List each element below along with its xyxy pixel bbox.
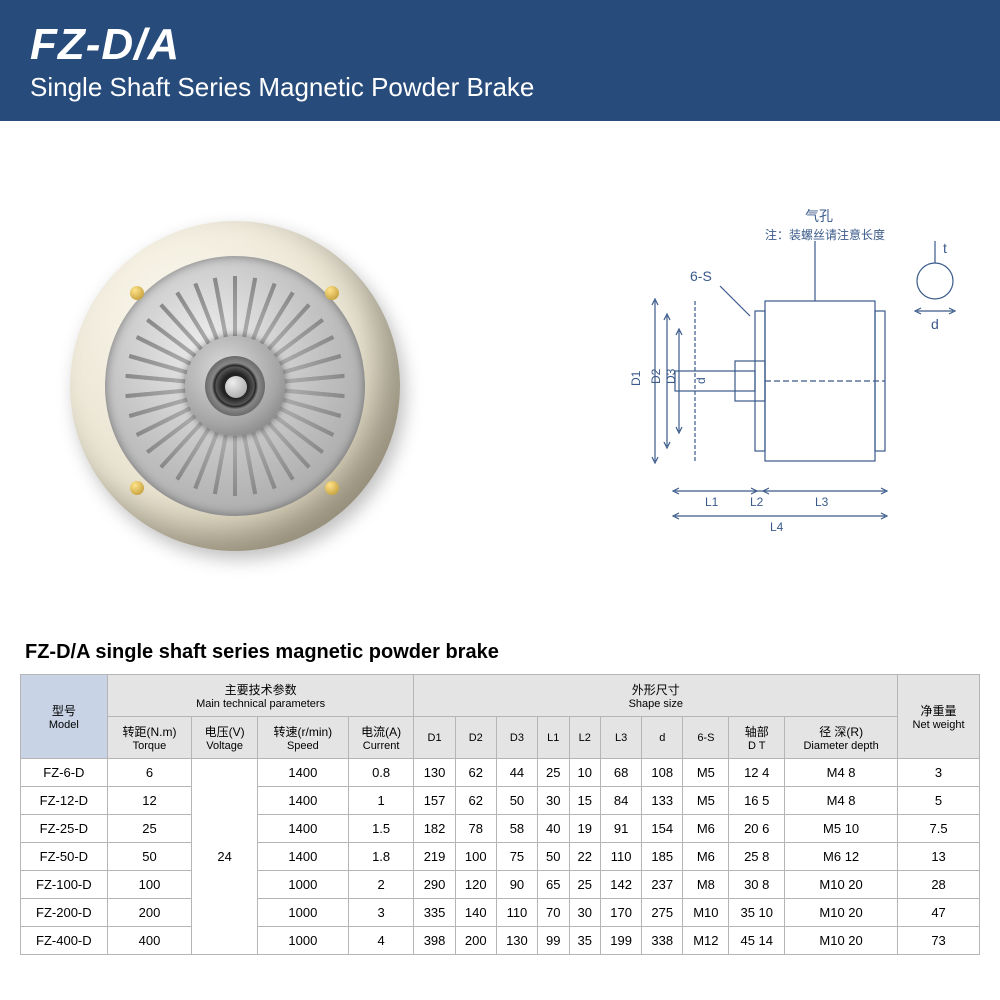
table-row: FZ-200-D200100033351401107030170275M1035… <box>21 899 980 927</box>
svg-text:L1: L1 <box>705 495 719 509</box>
product-title: FZ-D/A <box>30 20 970 70</box>
svg-text:L2: L2 <box>750 495 764 509</box>
svg-text:d: d <box>931 316 939 332</box>
product-subtitle: Single Shaft Series Magnetic Powder Brak… <box>30 72 970 103</box>
table-row: FZ-50-D5014001.8219100755022110185M625 8… <box>21 843 980 871</box>
header-banner: FZ-D/A Single Shaft Series Magnetic Powd… <box>0 0 1000 121</box>
table-row: FZ-12-D12140011576250301584133M516 5M4 8… <box>21 787 980 815</box>
table-row: FZ-6-D62414000.81306244251068108M512 4M4… <box>21 759 980 787</box>
table-row: FZ-25-D2514001.51827858401991154M620 6M5… <box>21 815 980 843</box>
table-row: FZ-400-D400100043982001309935199338M1245… <box>21 927 980 955</box>
svg-text:L4: L4 <box>770 520 784 534</box>
table-row: FZ-100-D10010002290120906525142237M830 8… <box>21 871 980 899</box>
spec-table: 型号Model 主要技术参数Main technical parameters … <box>20 674 980 955</box>
svg-text:D1: D1 <box>629 370 643 386</box>
svg-text:D2: D2 <box>649 368 663 384</box>
table-title: FZ-D/A single shaft series magnetic powd… <box>0 631 1000 674</box>
svg-text:d: d <box>694 377 708 384</box>
svg-text:L3: L3 <box>815 495 829 509</box>
content-area: 气孔 注：装螺丝请注意长度 t d 6-S D1 D2 D3 d L1 L2 L… <box>0 121 1000 631</box>
svg-text:t: t <box>943 240 947 256</box>
product-photo <box>70 181 470 581</box>
technical-diagram: 气孔 注：装螺丝请注意长度 t d 6-S D1 D2 D3 d L1 L2 L… <box>555 181 975 581</box>
svg-text:D3: D3 <box>664 368 678 384</box>
note-screw: 注：装螺丝请注意长度 <box>765 227 885 242</box>
svg-text:6-S: 6-S <box>690 268 712 284</box>
note-airhole: 气孔 <box>805 208 833 224</box>
